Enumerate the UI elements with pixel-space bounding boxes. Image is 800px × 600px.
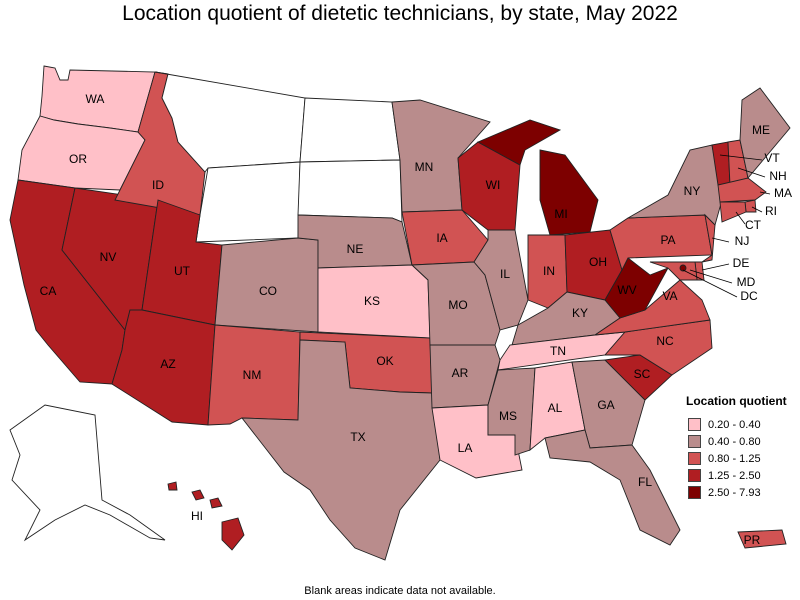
legend-swatch [688, 435, 701, 448]
legend-label: 2.50 - 7.93 [708, 486, 761, 499]
legend-swatch [688, 469, 701, 482]
label-wv: WV [617, 283, 636, 297]
legend-item: 2.50 - 7.93 [686, 484, 796, 501]
label-az: AZ [160, 357, 175, 371]
legend-label: 1.25 - 2.50 [708, 469, 761, 482]
label-ct: CT [745, 218, 762, 232]
label-nh: NH [769, 169, 786, 183]
label-ri: RI [765, 204, 777, 218]
label-il: IL [500, 267, 510, 281]
state-tx [241, 339, 441, 561]
label-ne: NE [347, 242, 364, 256]
state-wy [195, 161, 301, 243]
leader-de [701, 263, 730, 271]
label-nc: NC [656, 334, 674, 348]
legend-swatch [688, 486, 701, 499]
label-ks: KS [364, 294, 380, 308]
label-nm: NM [243, 368, 262, 382]
label-ca: CA [40, 284, 57, 298]
label-co: CO [259, 284, 277, 298]
label-vt: VT [764, 151, 780, 165]
label-wi: WI [486, 178, 501, 192]
leader-dc [682, 269, 738, 298]
label-ar: AR [452, 366, 469, 380]
state-dc [679, 264, 687, 272]
state-sd [297, 159, 403, 223]
leader-nh [737, 167, 766, 178]
legend-swatch [688, 418, 701, 431]
label-or: OR [69, 152, 87, 166]
leader-md [689, 269, 733, 284]
map-title: Location quotient of dietetic technician… [122, 2, 678, 25]
label-al: AL [548, 401, 563, 415]
label-va: VA [662, 289, 677, 303]
label-sc: SC [634, 367, 651, 381]
label-id: ID [152, 178, 164, 192]
label-nv: NV [100, 250, 117, 264]
label-la: LA [458, 441, 473, 455]
label-oh: OH [589, 255, 607, 269]
label-fl: FL [638, 475, 652, 489]
leader-nj [711, 237, 730, 243]
label-hi: HI [191, 509, 203, 523]
legend-item: 0.80 - 1.25 [686, 450, 796, 467]
footnote: Blank areas indicate data not available. [304, 585, 496, 597]
label-ny: NY [684, 184, 701, 198]
label-mi: MI [554, 207, 567, 221]
label-ok: OK [376, 354, 393, 368]
legend-item: 0.20 - 0.40 [686, 416, 796, 433]
legend-label: 0.80 - 1.25 [708, 452, 761, 465]
state-il [473, 229, 529, 331]
label-tx: TX [350, 430, 365, 444]
state-hi [167, 481, 245, 551]
legend-label: 0.20 - 0.40 [708, 418, 761, 431]
legend-label: 0.40 - 0.80 [708, 435, 761, 448]
label-ms: MS [499, 409, 517, 423]
state-ak [9, 404, 166, 542]
leader-ct [735, 211, 746, 225]
leader-vt [719, 154, 763, 161]
label-ky: KY [572, 306, 588, 320]
label-pa: PA [660, 233, 675, 247]
leader-ma [759, 191, 771, 195]
legend-item: 0.40 - 0.80 [686, 433, 796, 450]
state-ny [627, 144, 723, 226]
label-nj: NJ [735, 234, 750, 248]
state-ma [717, 177, 767, 203]
legend: Location quotient 0.20 - 0.40 0.40 - 0.8… [686, 394, 796, 501]
label-ut: UT [174, 264, 191, 278]
label-ma: MA [774, 186, 792, 200]
state-fl [544, 429, 681, 546]
label-de: DE [733, 256, 750, 270]
state-labels: WA OR CA NV ID UT AZ CO NM NE KS OK TX M… [40, 92, 792, 547]
state-ri [744, 199, 757, 213]
label-tn: TN [550, 344, 566, 358]
state-pr [737, 529, 787, 549]
state-me [739, 87, 791, 179]
leader-ri [751, 206, 763, 213]
label-mo: MO [448, 298, 467, 312]
label-dc: DC [740, 289, 758, 303]
label-mn: MN [415, 160, 434, 174]
label-wa: WA [86, 92, 105, 106]
state-nj [701, 213, 716, 263]
label-leaders [682, 154, 771, 298]
label-pr: PR [744, 533, 761, 547]
state-nd [299, 97, 401, 163]
legend-swatch [688, 452, 701, 465]
label-in: IN [543, 264, 555, 278]
legend-title: Location quotient [686, 394, 787, 408]
state-ct [719, 201, 747, 223]
label-md: MD [737, 275, 756, 289]
label-ga: GA [597, 398, 614, 412]
legend-item: 1.25 - 2.50 [686, 467, 796, 484]
label-ia: IA [436, 231, 447, 245]
label-me: ME [752, 123, 770, 137]
